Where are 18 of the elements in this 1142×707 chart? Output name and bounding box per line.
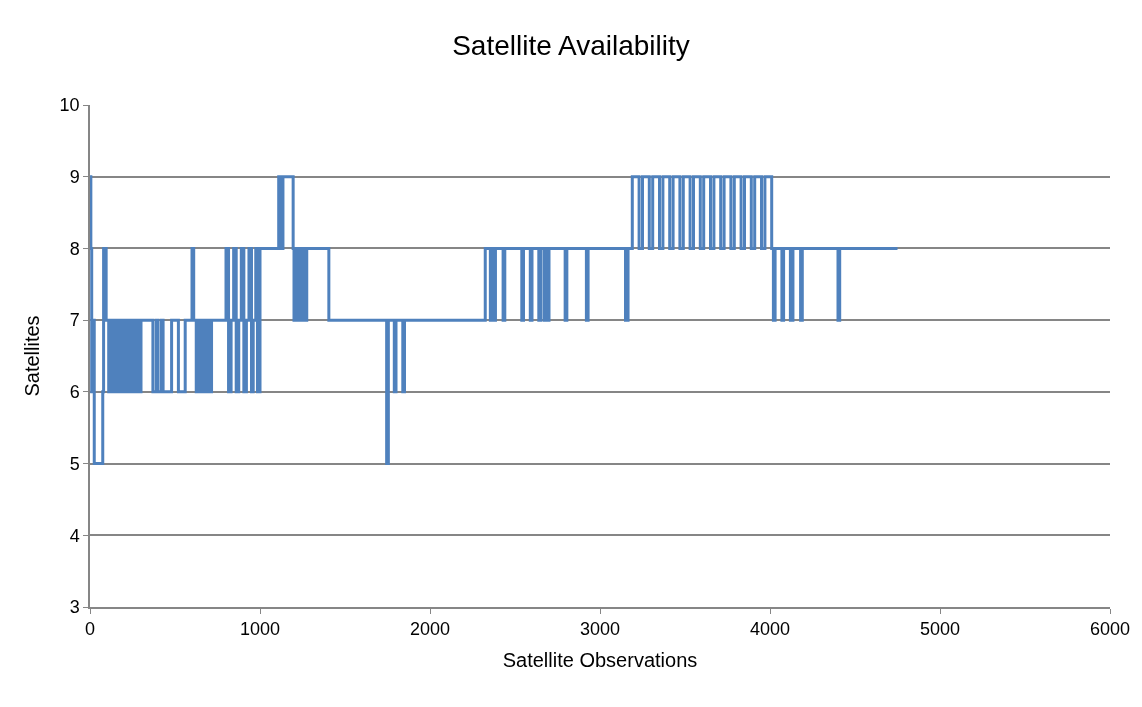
x-tick-label: 0 — [84, 619, 96, 640]
y-tick-label: 9 — [69, 167, 80, 188]
y-tick-label: 5 — [69, 453, 80, 474]
x-tick-label: 5000 — [919, 619, 961, 640]
y-tick-label: 6 — [69, 382, 80, 403]
x-tick-label: 3000 — [579, 619, 621, 640]
x-tick-label: 2000 — [409, 619, 451, 640]
x-axis-title: Satellite Observations — [502, 649, 698, 672]
y-tick-label: 10 — [59, 95, 80, 116]
x-tick-label: 1000 — [239, 619, 281, 640]
chart-title: Satellite Availability — [452, 29, 690, 61]
x-tick-label: 6000 — [1089, 619, 1131, 640]
x-tick-label: 4000 — [749, 619, 791, 640]
y-tick-label: 4 — [69, 525, 80, 546]
y-tick-label: 8 — [69, 238, 80, 259]
y-tick-label: 7 — [69, 310, 80, 331]
y-axis-title: Satellites — [20, 315, 43, 397]
y-tick-label: 3 — [69, 597, 80, 618]
